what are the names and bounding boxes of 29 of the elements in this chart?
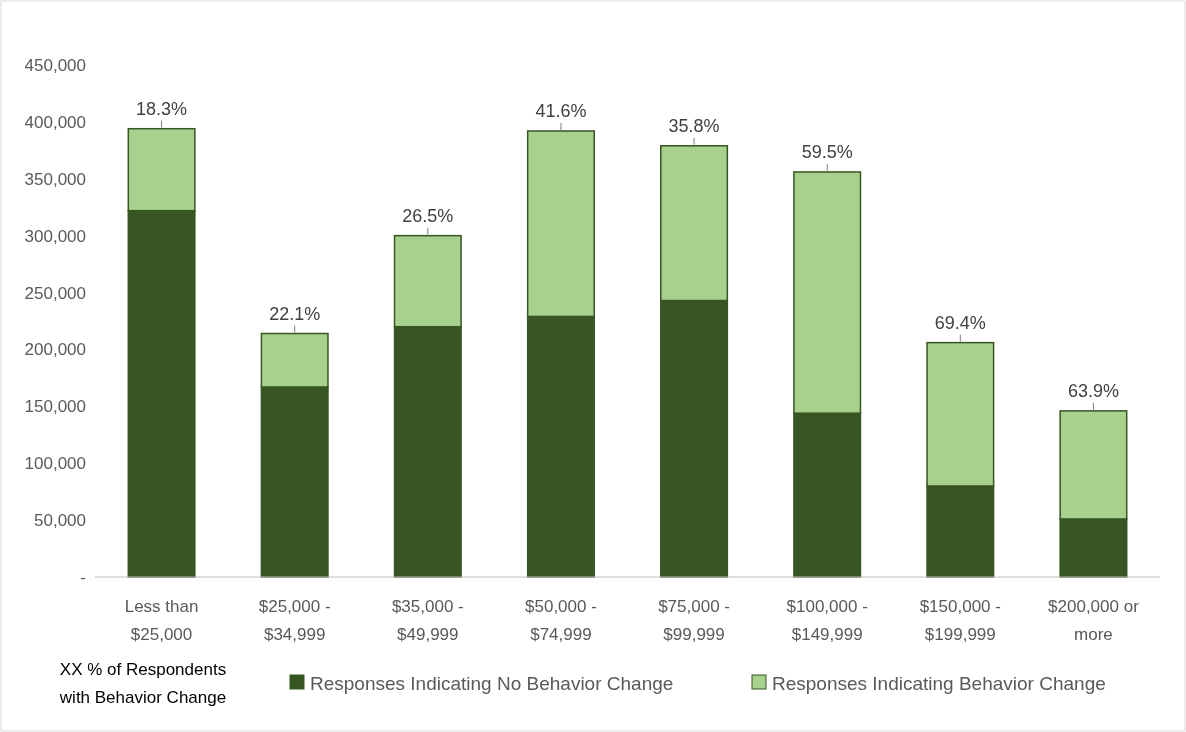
legend-label: Responses Indicating Behavior Change [772, 672, 1106, 694]
y-tick-label: 300,000 [24, 226, 86, 246]
x-tick-label: $50,000 - $74,999 [525, 597, 597, 644]
y-tick-label: - [80, 567, 86, 587]
legend-label: Responses Indicating No Behavior Change [310, 672, 674, 694]
x-tick-label: $25,000 - $34,999 [258, 597, 331, 644]
annotation: 59.5% [801, 141, 853, 162]
annotation: 26.5% [402, 205, 454, 226]
y-tick-label: 150,000 [24, 397, 86, 417]
y-tick-label: 450,000 [24, 55, 86, 75]
annotation: 22.1% [269, 303, 321, 324]
x-tick-label: $100,000 - $149,999 [786, 597, 868, 644]
y-tick-label: 50,000 [34, 511, 86, 531]
legend-title: XX % of Respondents with Behavior Change [58, 660, 227, 707]
x-tick-label: $75,000 - $99,999 [658, 597, 730, 644]
x-tick-label: $200,000 or more [1048, 597, 1140, 644]
annotation: 41.6% [535, 100, 587, 121]
annotation: 18.3% [136, 98, 188, 119]
annotation: 35.8% [668, 115, 720, 136]
annotation: 69.4% [934, 312, 986, 333]
y-tick-label: 100,000 [24, 454, 86, 474]
annotation: 63.9% [1067, 380, 1119, 401]
y-tick-label: 400,000 [24, 112, 86, 132]
y-tick-label: 350,000 [24, 169, 86, 189]
x-tick-label: $150,000 - $199,999 [919, 597, 1001, 644]
y-tick-label: 250,000 [24, 283, 86, 303]
x-tick-label: Less than $25,000 [124, 597, 199, 644]
y-tick-label: 200,000 [24, 340, 86, 360]
x-tick-label: $35,000 - $49,999 [391, 597, 464, 644]
